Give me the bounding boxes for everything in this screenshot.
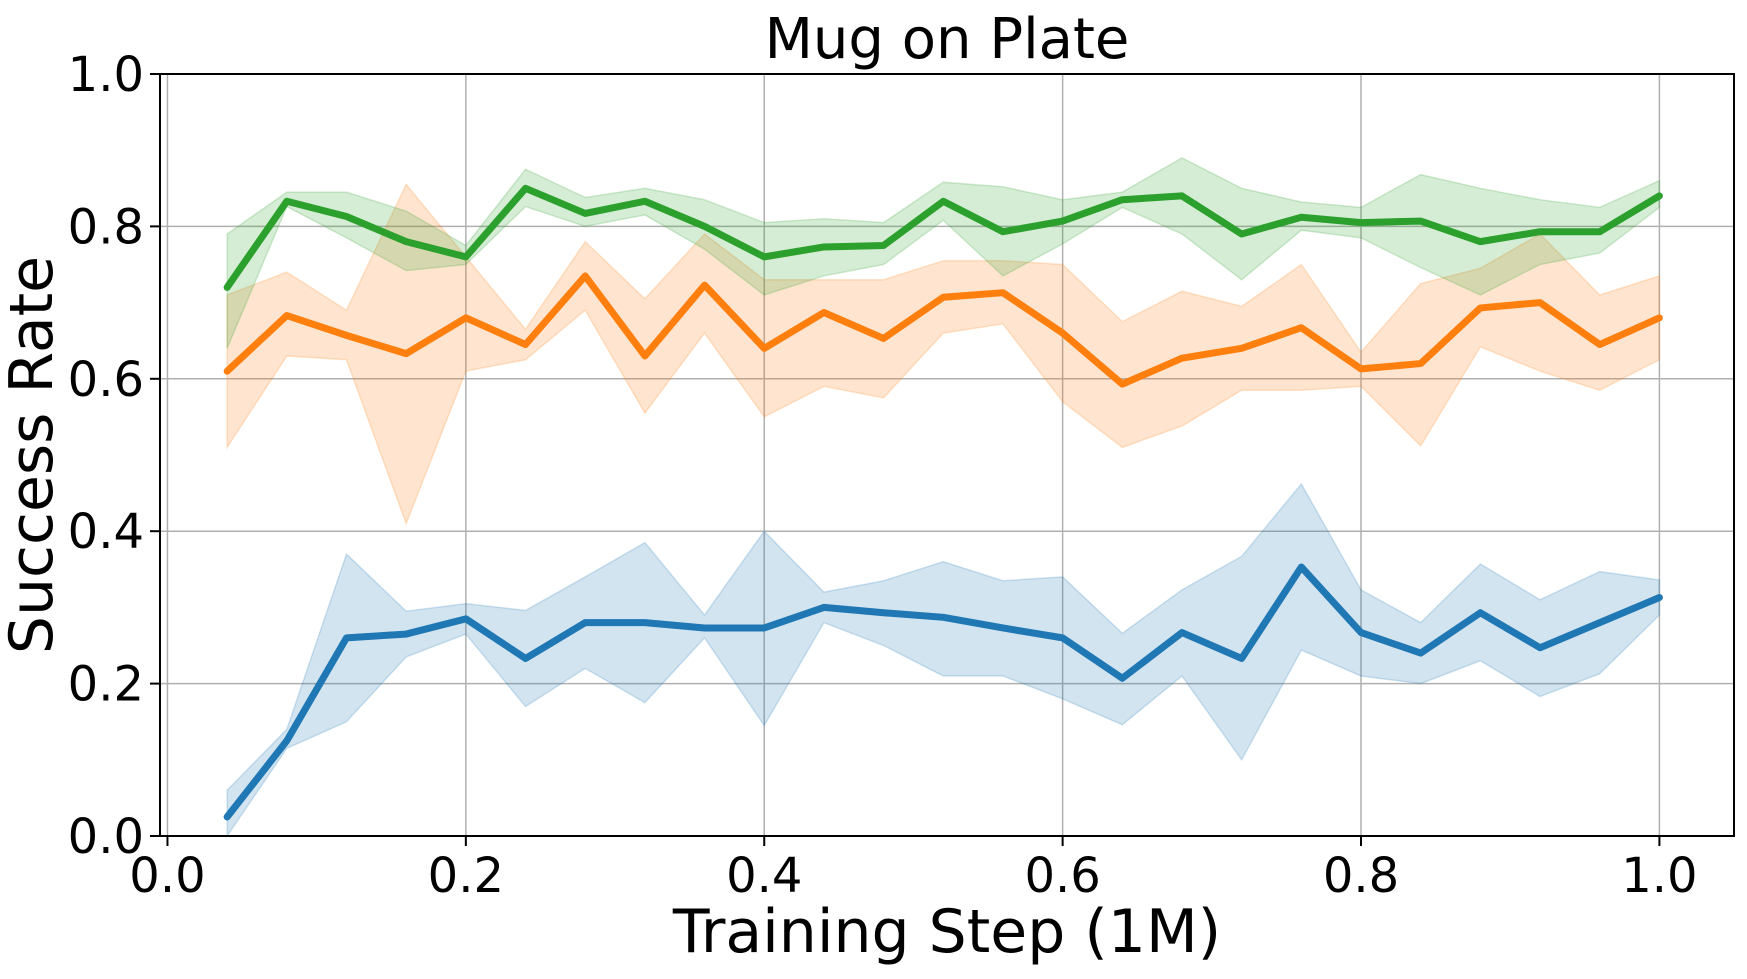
plot-frame — [159, 73, 1735, 837]
y-axis-ticks: 0.0 0.2 0.4 0.6 0.8 1.0 — [68, 47, 160, 865]
x-axis-title: Training Step (1M) — [672, 897, 1221, 967]
x-tick-label: 0.2 — [428, 848, 504, 904]
y-tick-label: 0.4 — [68, 504, 144, 560]
series-3-band — [226, 156, 1661, 349]
confidence-bands — [226, 156, 1661, 839]
series-2-band — [226, 183, 1661, 526]
x-tick-label: 0.6 — [1024, 848, 1100, 904]
y-tick-label: 0.2 — [68, 657, 144, 713]
x-tick-label: 1.0 — [1621, 848, 1697, 904]
series-2-line — [223, 272, 1663, 388]
series-lines — [223, 184, 1663, 821]
x-axis-ticks: 0.0 0.2 0.4 0.6 0.8 1.0 — [129, 836, 1698, 904]
y-tick-label: 0.6 — [68, 352, 144, 408]
chart-title: Mug on Plate — [765, 7, 1130, 72]
y-tick-label: 0.0 — [68, 809, 144, 865]
x-tick-label: 0.4 — [726, 848, 802, 904]
y-axis-title: Success Rate — [0, 256, 67, 654]
series-3-line — [223, 184, 1663, 291]
y-tick-label: 1.0 — [68, 47, 144, 103]
x-tick-label: 0.0 — [129, 848, 205, 904]
x-tick-label: 0.8 — [1323, 848, 1399, 904]
series-1-line — [223, 563, 1663, 821]
y-tick-label: 0.8 — [68, 199, 144, 255]
series-1-band — [226, 482, 1661, 839]
